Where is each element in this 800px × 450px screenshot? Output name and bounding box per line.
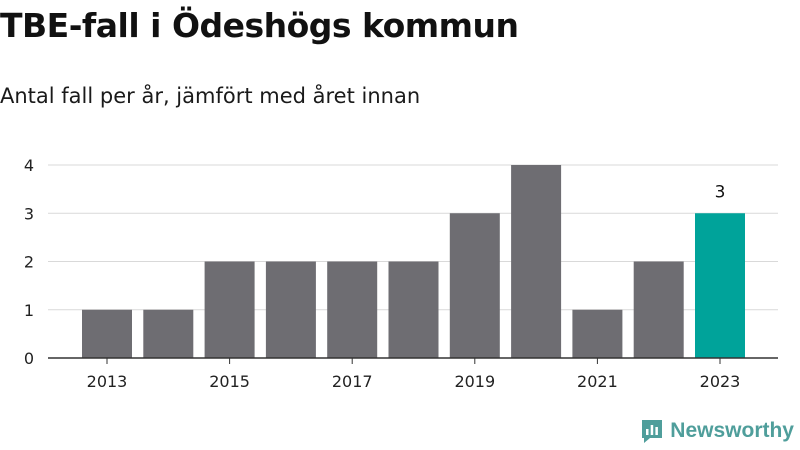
bar-2020 [511, 165, 562, 358]
bar-2018 [388, 261, 439, 358]
y-tick-label-1: 1 [24, 301, 34, 320]
bar-2023 [695, 213, 745, 358]
y-tick-label-3: 3 [24, 204, 34, 223]
bar-2017 [327, 261, 378, 358]
bar-2022 [633, 261, 684, 358]
bar-2014 [143, 309, 194, 358]
y-tick-label-0: 0 [24, 349, 34, 368]
bar-2019 [449, 213, 500, 358]
bar-2016 [265, 261, 316, 358]
x-tick-label-2021: 2021 [577, 372, 618, 391]
x-tick-label-2015: 2015 [209, 372, 250, 391]
newsworthy-logo-icon [642, 420, 663, 443]
newsworthy-brand-name: Newsworthy [670, 419, 794, 442]
x-tick-label-2019: 2019 [454, 372, 495, 391]
data-label-2023: 3 [715, 182, 726, 202]
chart-title: TBE-fall i Ödeshögs kommun [0, 6, 519, 45]
x-tick-label-2013: 2013 [87, 372, 128, 391]
x-tick-label-2023: 2023 [700, 372, 741, 391]
bar-chart: 0 1 2 3 4 2013 2015 2017 2019 2021 2023 3 [24, 156, 778, 391]
bar-2013 [82, 309, 132, 358]
y-tick-label-2: 2 [24, 253, 34, 272]
y-tick-label-4: 4 [24, 156, 34, 175]
bar-2021 [572, 309, 623, 358]
bar-2015 [204, 261, 255, 358]
chart-subtitle: Antal fall per år, jämfört med året inna… [0, 84, 421, 108]
x-tick-label-2017: 2017 [332, 372, 373, 391]
newsworthy-brand: Newsworthy [640, 418, 794, 444]
